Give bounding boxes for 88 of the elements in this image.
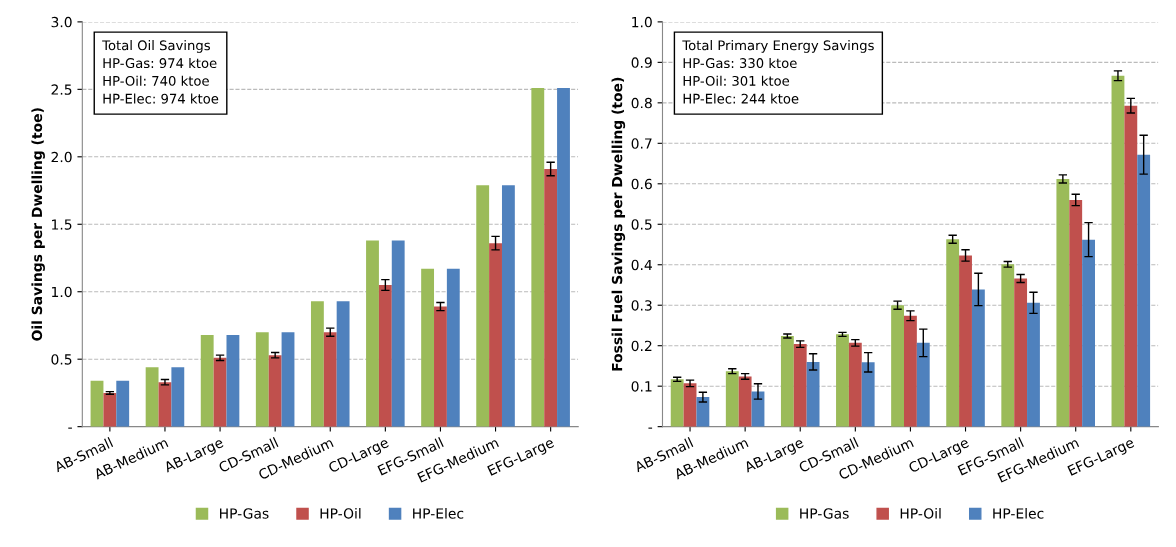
bar bbox=[421, 268, 435, 427]
y-axis-title: Fossil Fuel Savings per Dwelling (toe) bbox=[611, 77, 626, 371]
annotation: HP-Gas: 330 ktoe bbox=[683, 57, 797, 69]
y-tick-label: 0.6 bbox=[631, 178, 652, 190]
y-tick-label: 1.0 bbox=[632, 16, 652, 28]
bar bbox=[501, 185, 515, 427]
legend-label: HP-Gas bbox=[220, 508, 269, 519]
bar bbox=[1069, 199, 1083, 427]
bar bbox=[103, 392, 117, 427]
y-axis-title: Oil Savings per Dwelling (toe) bbox=[31, 108, 45, 341]
bar bbox=[310, 301, 324, 427]
bar bbox=[836, 334, 849, 427]
bar bbox=[281, 332, 295, 427]
legend-label: HP-Elec bbox=[413, 507, 464, 519]
y-tick-label: - bbox=[648, 427, 653, 429]
y-tick-label: 0.7 bbox=[631, 138, 652, 149]
annotation: Total Oil Savings bbox=[102, 40, 210, 53]
bar bbox=[489, 243, 502, 427]
bar bbox=[1137, 154, 1151, 427]
bar bbox=[268, 355, 282, 427]
bar bbox=[476, 185, 490, 427]
bar bbox=[1027, 302, 1040, 427]
bar bbox=[544, 168, 558, 427]
y-tick-label: 1.0 bbox=[52, 286, 72, 298]
bar bbox=[946, 239, 960, 427]
bar bbox=[861, 362, 875, 427]
bar bbox=[226, 334, 240, 427]
y-tick-label: 0.8 bbox=[631, 97, 652, 109]
y-tick-label: 0.3 bbox=[631, 300, 652, 311]
bar bbox=[200, 334, 214, 427]
bar bbox=[1001, 264, 1015, 427]
bar bbox=[696, 397, 710, 427]
bar bbox=[366, 240, 379, 427]
legend-label: HP-Oil bbox=[320, 507, 361, 519]
bar bbox=[1056, 178, 1070, 427]
legend-label: HP-Oil bbox=[900, 507, 941, 519]
bar bbox=[255, 332, 269, 427]
y-tick-label: 2.0 bbox=[51, 151, 72, 163]
annotation: HP-Gas: 974 ktoe bbox=[103, 57, 217, 69]
y-tick-label: - bbox=[68, 427, 72, 429]
bar bbox=[171, 367, 185, 427]
y-tick-label: 0.9 bbox=[631, 57, 652, 68]
bar bbox=[336, 301, 350, 427]
y-tick-label: 0.5 bbox=[631, 219, 652, 230]
bar bbox=[213, 357, 227, 427]
y-tick-label: 0.2 bbox=[631, 340, 652, 352]
bar bbox=[323, 332, 337, 427]
bar bbox=[145, 367, 159, 427]
bar bbox=[446, 268, 460, 427]
y-tick-label: 3.0 bbox=[51, 16, 72, 28]
bar bbox=[116, 380, 130, 427]
bar bbox=[434, 306, 447, 427]
bar bbox=[891, 305, 904, 427]
y-tick-label: 1.5 bbox=[52, 219, 72, 230]
bar bbox=[531, 87, 545, 427]
annotation: HP-Oil: 301 ktoe bbox=[683, 75, 790, 86]
bar bbox=[725, 371, 739, 427]
annotation: HP-Oil: 740 ktoe bbox=[103, 75, 209, 86]
annotation: HP-Elec: 244 ktoe bbox=[683, 93, 799, 104]
bar bbox=[683, 383, 697, 427]
annotation: HP-Elec: 974 ktoe bbox=[103, 93, 219, 104]
bar bbox=[806, 361, 820, 427]
bar bbox=[158, 382, 172, 427]
y-tick-label: 0.5 bbox=[51, 354, 72, 365]
legend-label: HP-Elec bbox=[993, 507, 1044, 519]
bar bbox=[751, 391, 765, 427]
bar bbox=[670, 379, 684, 427]
bar bbox=[959, 255, 972, 427]
bar bbox=[378, 284, 392, 427]
bar bbox=[793, 344, 807, 427]
bar bbox=[1014, 278, 1028, 427]
bar bbox=[557, 87, 570, 427]
bar bbox=[1111, 75, 1125, 427]
legend-label: HP-Gas bbox=[800, 508, 849, 519]
bar bbox=[971, 289, 985, 427]
y-tick-label: 0.4 bbox=[631, 259, 652, 271]
bar bbox=[1082, 239, 1095, 427]
bar bbox=[780, 335, 794, 427]
bar bbox=[90, 380, 104, 427]
bar bbox=[738, 376, 752, 427]
y-tick-label: 0.1 bbox=[631, 381, 652, 392]
bar bbox=[1124, 105, 1138, 427]
bar bbox=[904, 315, 917, 427]
bar bbox=[848, 342, 862, 427]
bar bbox=[916, 342, 930, 427]
y-tick-label: 2.5 bbox=[51, 84, 72, 95]
bar bbox=[391, 240, 405, 427]
annotation: Total Primary Energy Savings bbox=[682, 40, 874, 53]
